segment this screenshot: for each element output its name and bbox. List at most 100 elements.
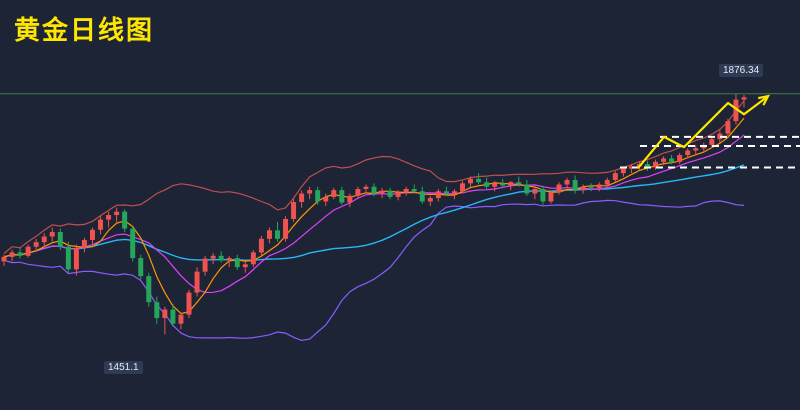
candle-body xyxy=(258,238,264,253)
candle-body xyxy=(33,242,39,247)
candle-body xyxy=(733,99,739,122)
chart-title: 黄金日线图 xyxy=(14,16,155,46)
candle-body xyxy=(307,190,313,194)
candle-body xyxy=(355,189,361,196)
candle-body xyxy=(395,192,401,197)
candle-body xyxy=(122,211,128,229)
candle-body xyxy=(323,196,329,202)
candle-body xyxy=(194,271,200,293)
candle-body xyxy=(443,191,449,194)
candle-body xyxy=(154,302,160,319)
candle-body xyxy=(114,211,120,216)
candle-body xyxy=(427,198,433,202)
candle-body xyxy=(218,255,224,261)
candle-body xyxy=(387,190,393,197)
candle-body xyxy=(524,184,530,194)
upper-band-line xyxy=(3,100,745,254)
low-price-label: 1451.1 xyxy=(104,361,143,374)
candle-body xyxy=(363,186,369,190)
candle-body xyxy=(371,186,377,194)
candle-body xyxy=(226,258,232,261)
candle-body xyxy=(130,228,136,259)
candle-body xyxy=(500,183,506,186)
candle-body xyxy=(186,292,192,315)
candle-body xyxy=(580,186,586,191)
candle-body xyxy=(274,230,280,239)
candle-body xyxy=(210,255,216,259)
candle-body xyxy=(556,184,562,193)
candle-body xyxy=(644,164,650,168)
candle-body xyxy=(628,166,634,169)
candle-body xyxy=(709,139,715,145)
candle-body xyxy=(250,252,256,265)
candle-body xyxy=(106,215,112,220)
candle-body xyxy=(146,276,152,303)
candle-body xyxy=(162,309,168,319)
candle-body xyxy=(685,150,691,156)
candle-body xyxy=(331,190,337,197)
candle-body xyxy=(379,190,385,194)
candle-body xyxy=(548,192,554,202)
candle-body xyxy=(588,186,594,188)
candle-body xyxy=(717,133,723,140)
candle-body xyxy=(315,190,321,202)
candle-body xyxy=(49,232,55,237)
candle-body xyxy=(677,155,683,162)
candle-body xyxy=(9,252,15,257)
candle-body xyxy=(604,179,610,185)
candle-body xyxy=(508,182,514,186)
candle-body xyxy=(596,184,602,188)
candle-body xyxy=(572,179,578,191)
high-price-label: 1876.34 xyxy=(719,64,764,77)
candle-body xyxy=(291,202,297,219)
candle-body xyxy=(564,179,570,185)
candle-body xyxy=(741,97,747,100)
candle-body xyxy=(459,183,465,192)
candle-body xyxy=(89,229,95,240)
candle-body xyxy=(138,258,144,277)
candle-body xyxy=(540,189,546,202)
candle-body xyxy=(65,246,71,270)
candle-body xyxy=(532,189,538,194)
candle-body xyxy=(484,182,490,187)
candle-body xyxy=(98,219,104,230)
candle-body xyxy=(25,246,31,256)
projection-arrow-line xyxy=(637,95,769,169)
candle-body xyxy=(299,193,305,203)
candle-body xyxy=(81,239,87,248)
candle-body xyxy=(234,258,240,268)
lower-band-line xyxy=(3,199,745,342)
candle-body xyxy=(17,252,23,256)
candle-body xyxy=(1,256,7,262)
candle-body xyxy=(435,191,441,199)
candle-body xyxy=(661,158,667,162)
candle-body xyxy=(492,183,498,187)
candle-body xyxy=(653,161,659,168)
ma-long-line xyxy=(3,164,745,261)
candle-body xyxy=(339,190,345,203)
candle-body xyxy=(178,314,184,324)
candle-body xyxy=(266,230,272,239)
candle-body xyxy=(283,219,289,239)
candle-body xyxy=(403,189,409,193)
candle-body xyxy=(468,178,474,184)
candle-body xyxy=(41,236,47,243)
candle-body xyxy=(73,247,79,270)
candle-body xyxy=(451,191,457,194)
candle-body xyxy=(612,173,618,180)
ma-short-line xyxy=(3,117,745,315)
candle-body xyxy=(693,148,699,151)
projection-arrow-head xyxy=(757,94,771,106)
candle-body xyxy=(411,189,417,192)
candle-body xyxy=(669,158,675,162)
candle-body xyxy=(620,168,626,174)
candle-body xyxy=(725,121,731,134)
candle-body xyxy=(516,182,522,185)
candle-body xyxy=(170,309,176,324)
candle-body xyxy=(476,178,482,183)
candle-body xyxy=(242,264,248,268)
candle-body xyxy=(57,232,63,247)
candle-body xyxy=(202,258,208,272)
